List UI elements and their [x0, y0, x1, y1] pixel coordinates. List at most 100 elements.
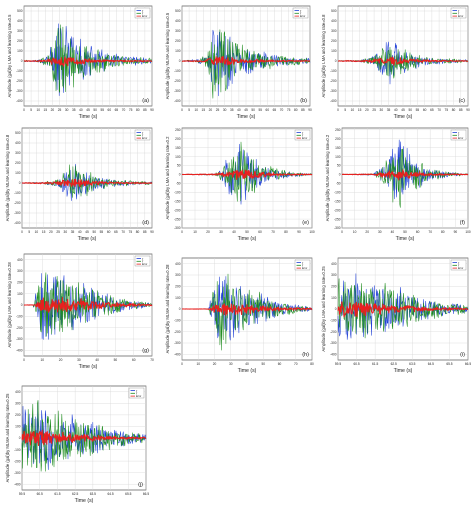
- y-tick-label: 400: [175, 19, 181, 23]
- legend-box: [134, 129, 151, 141]
- series-line: [181, 55, 311, 66]
- x-tick-label: 40: [237, 108, 241, 112]
- y-tick-label: 250: [175, 128, 181, 132]
- y-tick-label: -200: [330, 79, 337, 83]
- x-tick-label: 80: [294, 108, 298, 112]
- x-tick-label: 30: [380, 108, 384, 112]
- x-tick-label: 50: [92, 230, 96, 234]
- x-tick-label: 80: [452, 108, 456, 112]
- y-tick-label: 500: [15, 131, 21, 135]
- y-tick-label: 400: [17, 258, 23, 262]
- x-tick-label: 40: [79, 108, 83, 112]
- y-tick-label: -400: [16, 99, 23, 103]
- series-line: [181, 169, 313, 181]
- x-tick-label: 50: [261, 362, 265, 366]
- legend-label: y: [458, 131, 460, 134]
- y-tick-label: 400: [331, 262, 337, 266]
- y-axis-label: Amplitude (gal)by LMA and learning rate=…: [165, 136, 170, 220]
- legend-box: [128, 387, 145, 399]
- x-tick-label: 45: [244, 108, 248, 112]
- x-tick-label: 10: [353, 230, 357, 234]
- x-axis-label: Time (s): [238, 368, 257, 374]
- chart-panel: 0 10 20 30 40 50 60 70 80 400 300 200 100 0 -100 -200 -3…: [165, 257, 314, 374]
- x-tick-label: 60: [258, 230, 262, 234]
- y-tick-label: 100: [331, 49, 337, 53]
- series-line: [341, 169, 469, 181]
- x-tick-label: 10: [41, 358, 45, 362]
- y-tick-label: 300: [17, 269, 23, 273]
- x-tick-label: 20: [213, 362, 217, 366]
- x-tick-label: 75: [129, 230, 133, 234]
- y-tick-label: 300: [331, 273, 337, 277]
- y-tick-label: 100: [175, 49, 181, 53]
- x-tick-label: 65: [115, 108, 119, 112]
- series-line: [23, 297, 153, 313]
- x-tick-label: 0: [181, 362, 183, 366]
- panel-label: (e): [302, 220, 309, 226]
- y-tick-label: 400: [15, 390, 21, 394]
- x-axis-label: Time (s): [79, 114, 98, 120]
- x-tick-label: 10: [351, 108, 355, 112]
- x-tick-label: 65: [114, 230, 118, 234]
- x-tick-label: 0: [21, 230, 23, 234]
- y-tick-label: 300: [175, 29, 181, 33]
- y-tick-label: 200: [175, 39, 181, 43]
- y-tick-label: 300: [17, 29, 23, 33]
- x-tick-label: 25: [372, 108, 376, 112]
- panel-label: (c): [459, 98, 466, 104]
- y-tick-label: -300: [330, 89, 337, 93]
- x-tick-label: 90: [150, 230, 154, 234]
- legend-label: y: [302, 261, 304, 264]
- x-tick-label: 30: [219, 230, 223, 234]
- y-tick-label: -150: [334, 199, 341, 203]
- y-tick-label: 100: [175, 296, 181, 300]
- y-tick-label: 500: [331, 9, 337, 13]
- y-tick-label: -200: [14, 201, 21, 205]
- x-tick-label: 50: [408, 108, 412, 112]
- x-tick-label: 55: [258, 108, 262, 112]
- y-tick-label: -300: [16, 337, 23, 341]
- y-tick-label: -200: [16, 326, 23, 330]
- x-tick-label: 5: [28, 230, 30, 234]
- y-tick-label: -200: [14, 459, 21, 463]
- x-tick-label: 40: [232, 230, 236, 234]
- x-tick-label: 5: [188, 108, 190, 112]
- x-tick-label: 100: [465, 230, 471, 234]
- legend-box: [292, 7, 309, 19]
- y-tick-label: 200: [175, 285, 181, 289]
- series-line: [337, 273, 469, 340]
- y-tick-label: 150: [175, 146, 181, 150]
- x-tick-label: 70: [437, 108, 441, 112]
- chart-panel: 59.5 60.5 61.5 62.5 63.5 64.5 65.5 66.5 400 300 20…: [321, 257, 471, 374]
- x-tick-label: 0: [23, 358, 25, 362]
- x-tick-label: 85: [301, 108, 305, 112]
- x-tick-label: 60: [416, 230, 420, 234]
- y-tick-label: -200: [16, 79, 23, 83]
- x-tick-label: 45: [86, 108, 90, 112]
- x-tick-label: 10: [35, 230, 39, 234]
- chart-panel: 0 5 10 15 20 25 30 35 40 45 50 55 60 65 70 75 80 85 90 500 4…: [7, 5, 154, 120]
- x-axis-label: Time (s): [78, 236, 97, 242]
- x-tick-label: 10: [36, 108, 40, 112]
- y-axis-label: Amplitude (gal)by LMA and learning rate=…: [321, 14, 326, 98]
- x-tick-label: 85: [143, 108, 147, 112]
- x-tick-label: 85: [143, 230, 147, 234]
- x-tick-label: 40: [245, 362, 249, 366]
- y-tick-label: -250: [174, 217, 181, 221]
- y-tick-label: 300: [15, 151, 21, 155]
- x-tick-label: 45: [85, 230, 89, 234]
- legend-label: Error: [142, 137, 148, 140]
- legend-label: y: [142, 257, 144, 260]
- x-tick-label: 35: [230, 108, 234, 112]
- chart-panel: 59.5 60.5 61.5 62.5 63.5 64.5 65.5 66.5 400 300 20…: [5, 385, 149, 504]
- legend-label: y: [458, 261, 460, 264]
- legend-box: [450, 129, 467, 141]
- x-tick-label: 20: [209, 108, 213, 112]
- x-tick-label: 25: [56, 230, 60, 234]
- x-tick-label: 40: [78, 230, 82, 234]
- y-tick-label: 150: [335, 146, 341, 150]
- y-tick-label: -400: [14, 221, 21, 225]
- y-tick-label: 0: [339, 173, 341, 177]
- legend-label: Error: [458, 137, 464, 140]
- x-tick-label: 64.5: [107, 492, 113, 496]
